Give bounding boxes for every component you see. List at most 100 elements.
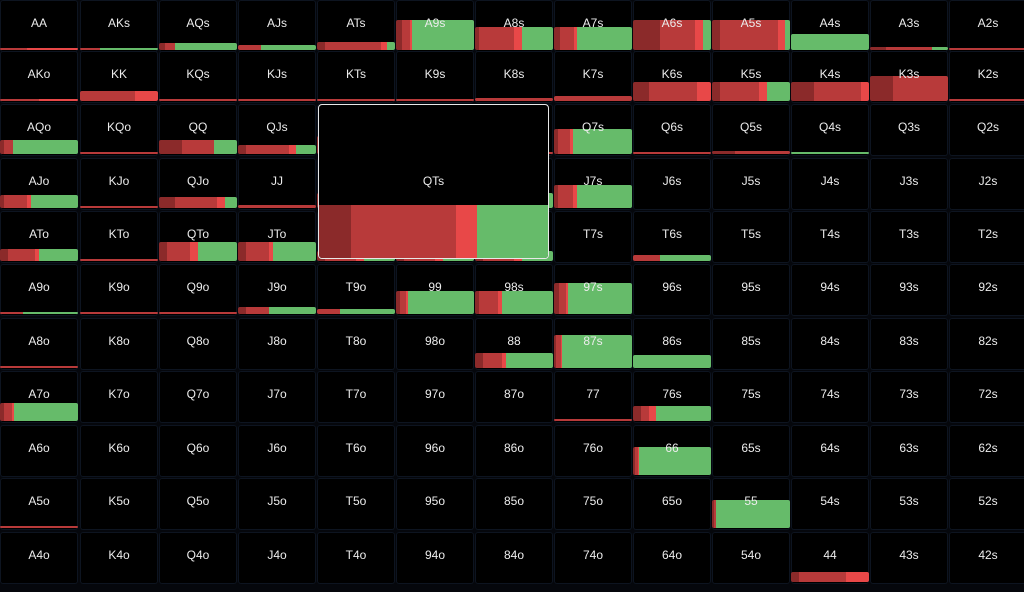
- hand-cell[interactable]: Q4o: [159, 532, 237, 584]
- hand-cell[interactable]: 75s: [712, 371, 790, 423]
- hand-cell[interactable]: 84o: [475, 532, 553, 584]
- hand-cell[interactable]: A9s: [396, 0, 474, 52]
- hand-cell[interactable]: ATs: [317, 0, 395, 52]
- hand-cell[interactable]: A6s: [633, 0, 711, 52]
- hand-cell[interactable]: K6s: [633, 51, 711, 103]
- hand-cell[interactable]: T3s: [870, 211, 948, 263]
- hand-cell[interactable]: 87s: [554, 318, 632, 370]
- hand-cell[interactable]: KQs: [159, 51, 237, 103]
- hand-cell[interactable]: QTo: [159, 211, 237, 263]
- hand-cell[interactable]: A8s: [475, 0, 553, 52]
- hand-cell[interactable]: J2s: [949, 158, 1024, 210]
- hand-cell[interactable]: K5o: [80, 478, 158, 530]
- hand-cell[interactable]: 65s: [712, 425, 790, 477]
- hand-cell[interactable]: 84s: [791, 318, 869, 370]
- hand-cell[interactable]: 83s: [870, 318, 948, 370]
- hand-cell[interactable]: 85s: [712, 318, 790, 370]
- hand-cell[interactable]: K6o: [80, 425, 158, 477]
- hand-cell[interactable]: Q8o: [159, 318, 237, 370]
- hand-cell[interactable]: K5s: [712, 51, 790, 103]
- hand-cell[interactable]: T4s: [791, 211, 869, 263]
- hand-cell[interactable]: 54o: [712, 532, 790, 584]
- hand-cell[interactable]: 63s: [870, 425, 948, 477]
- hand-cell[interactable]: ATo: [0, 211, 78, 263]
- hand-cell[interactable]: 42s: [949, 532, 1024, 584]
- hand-cell[interactable]: KJo: [80, 158, 158, 210]
- hand-cell[interactable]: 86s: [633, 318, 711, 370]
- hand-cell[interactable]: 95o: [396, 478, 474, 530]
- hand-cell[interactable]: 93s: [870, 264, 948, 316]
- hand-cell[interactable]: T5s: [712, 211, 790, 263]
- hand-cell[interactable]: J3s: [870, 158, 948, 210]
- hand-cell[interactable]: Q2s: [949, 104, 1024, 156]
- hand-cell[interactable]: AJs: [238, 0, 316, 52]
- hand-cell[interactable]: 86o: [475, 425, 553, 477]
- hand-cell[interactable]: 55: [712, 478, 790, 530]
- hand-cell[interactable]: T4o: [317, 532, 395, 584]
- hand-cell[interactable]: QQ: [159, 104, 237, 156]
- hand-cell[interactable]: AA: [0, 0, 78, 52]
- hand-cell[interactable]: Q5o: [159, 478, 237, 530]
- hand-cell[interactable]: K4s: [791, 51, 869, 103]
- hand-cell[interactable]: 95s: [712, 264, 790, 316]
- hand-cell[interactable]: K7o: [80, 371, 158, 423]
- hand-cell[interactable]: 64s: [791, 425, 869, 477]
- hand-cell[interactable]: Q6s: [633, 104, 711, 156]
- hand-cell[interactable]: K3s: [870, 51, 948, 103]
- hand-cell[interactable]: A5o: [0, 478, 78, 530]
- hand-cell[interactable]: 62s: [949, 425, 1024, 477]
- hand-cell[interactable]: 66: [633, 425, 711, 477]
- hand-cell[interactable]: K4o: [80, 532, 158, 584]
- hand-cell[interactable]: A6o: [0, 425, 78, 477]
- hand-cell[interactable]: 64o: [633, 532, 711, 584]
- hand-cell[interactable]: A8o: [0, 318, 78, 370]
- hand-cell[interactable]: J7s: [554, 158, 632, 210]
- hand-cell[interactable]: T7s: [554, 211, 632, 263]
- hand-cell[interactable]: Q7o: [159, 371, 237, 423]
- hand-cell[interactable]: 75o: [554, 478, 632, 530]
- hand-cell[interactable]: 85o: [475, 478, 553, 530]
- hand-cell[interactable]: 97o: [396, 371, 474, 423]
- hand-cell[interactable]: KK: [80, 51, 158, 103]
- hand-cell[interactable]: AKo: [0, 51, 78, 103]
- hand-cell[interactable]: KJs: [238, 51, 316, 103]
- hand-cell[interactable]: 96o: [396, 425, 474, 477]
- hand-cell[interactable]: AQo: [0, 104, 78, 156]
- hand-cell[interactable]: 73s: [870, 371, 948, 423]
- hand-cell[interactable]: A4o: [0, 532, 78, 584]
- hand-cell[interactable]: K9s: [396, 51, 474, 103]
- hand-cell[interactable]: J9o: [238, 264, 316, 316]
- hand-cell[interactable]: T9o: [317, 264, 395, 316]
- hand-cell[interactable]: 99: [396, 264, 474, 316]
- hand-cell[interactable]: A7o: [0, 371, 78, 423]
- hand-cell[interactable]: K9o: [80, 264, 158, 316]
- hand-cell[interactable]: Q5s: [712, 104, 790, 156]
- hand-cell[interactable]: J4o: [238, 532, 316, 584]
- hand-cell[interactable]: 52s: [949, 478, 1024, 530]
- hand-cell[interactable]: 77: [554, 371, 632, 423]
- hand-cell[interactable]: QJs: [238, 104, 316, 156]
- hand-cell[interactable]: T2s: [949, 211, 1024, 263]
- hand-cell[interactable]: Q6o: [159, 425, 237, 477]
- hand-cell[interactable]: 74s: [791, 371, 869, 423]
- hand-cell[interactable]: 65o: [633, 478, 711, 530]
- hand-cell[interactable]: 72s: [949, 371, 1024, 423]
- zoomed-hand-panel[interactable]: QTs: [318, 104, 549, 259]
- hand-cell[interactable]: A4s: [791, 0, 869, 52]
- hand-cell[interactable]: KTs: [317, 51, 395, 103]
- hand-cell[interactable]: J6o: [238, 425, 316, 477]
- hand-cell[interactable]: T5o: [317, 478, 395, 530]
- hand-cell[interactable]: 76o: [554, 425, 632, 477]
- hand-cell[interactable]: K8s: [475, 51, 553, 103]
- hand-cell[interactable]: A5s: [712, 0, 790, 52]
- hand-cell[interactable]: AKs: [80, 0, 158, 52]
- hand-cell[interactable]: K7s: [554, 51, 632, 103]
- hand-cell[interactable]: J4s: [791, 158, 869, 210]
- hand-cell[interactable]: 53s: [870, 478, 948, 530]
- hand-cell[interactable]: Q3s: [870, 104, 948, 156]
- hand-cell[interactable]: 98o: [396, 318, 474, 370]
- hand-cell[interactable]: A9o: [0, 264, 78, 316]
- hand-cell[interactable]: Q7s: [554, 104, 632, 156]
- hand-cell[interactable]: 76s: [633, 371, 711, 423]
- hand-cell[interactable]: 74o: [554, 532, 632, 584]
